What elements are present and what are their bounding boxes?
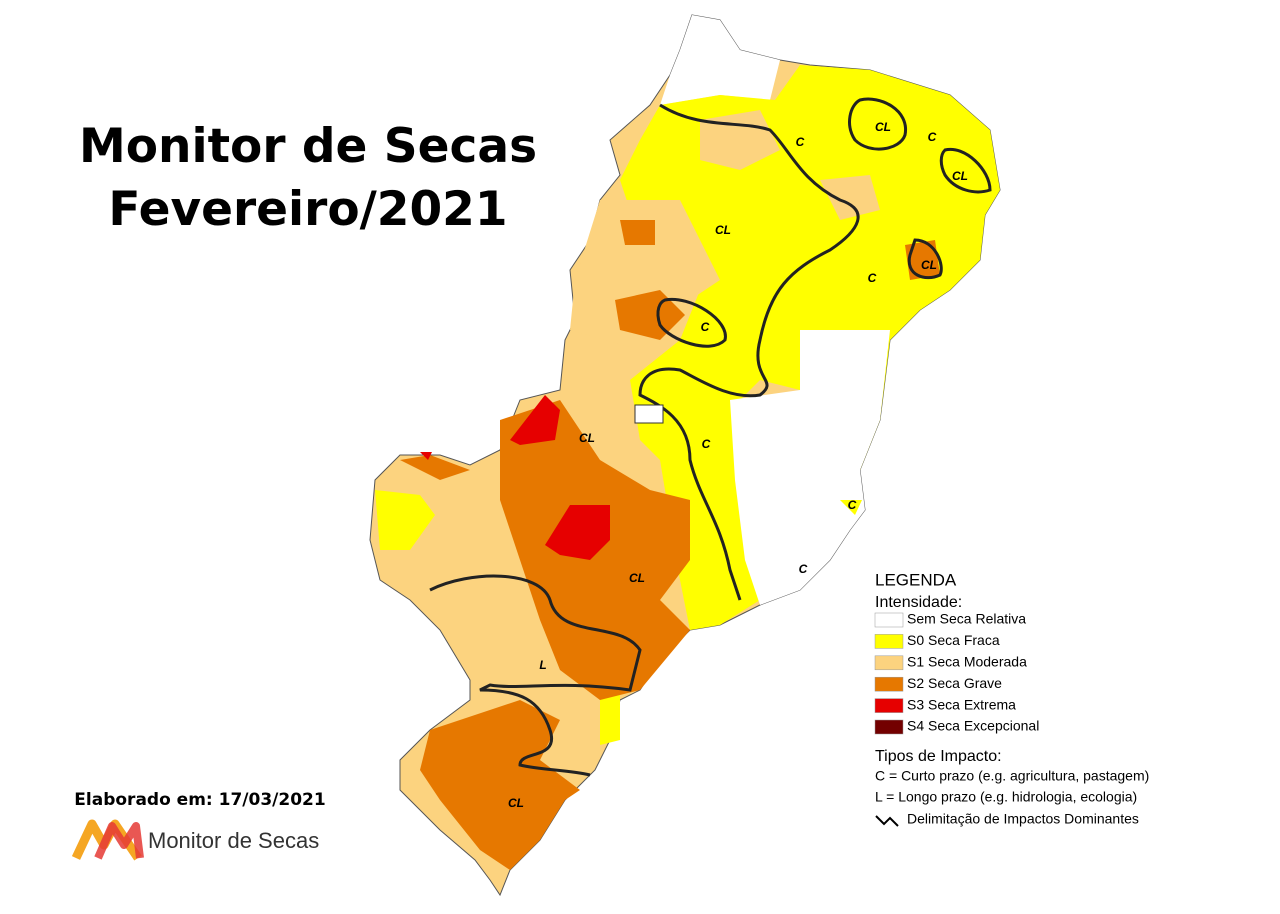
legend-label: S3 Seca Extrema — [907, 696, 1016, 712]
legend-label: S1 Seca Moderada — [907, 654, 1027, 670]
legend-swatch — [874, 655, 904, 671]
map-label: C — [702, 437, 711, 451]
area-s3 — [420, 395, 610, 560]
legend-swatch — [874, 634, 904, 649]
legend-title: LEGENDA — [875, 570, 957, 589]
legend-impact: C = Curto prazo (e.g. agricultura, pasta… — [875, 768, 1149, 784]
legend-label: Sem Seca Relativa — [907, 611, 1026, 627]
map-label: CL — [715, 223, 731, 237]
title: Fevereiro/2021 — [108, 182, 507, 237]
area-s0 — [375, 490, 862, 825]
map-label: CL — [952, 169, 968, 183]
area-s1 — [570, 110, 880, 350]
legend-label: S0 Seca Fraca — [907, 632, 1000, 648]
impact-boundaries — [429, 97, 992, 777]
map-label: C — [799, 562, 808, 576]
elaborated-date: Elaborado em: 17/03/2021 — [74, 790, 325, 810]
logo-text: Monitor de Secas — [148, 828, 319, 853]
legend-swatch — [874, 612, 904, 628]
legend-label: S2 Seca Grave — [907, 675, 1002, 691]
map-label: CL — [875, 120, 891, 134]
map-label: CL — [629, 571, 645, 585]
area-s2 — [400, 220, 940, 870]
map-label: C — [868, 271, 877, 285]
legend-heading: Intensidade: — [875, 594, 962, 611]
map-label: CL — [921, 258, 937, 272]
area-none — [634, 404, 664, 424]
map-label: C — [796, 135, 805, 149]
legend-swatch — [874, 719, 904, 735]
map-label: C — [928, 130, 937, 144]
title: Monitor de Secas — [79, 119, 537, 174]
logo-mark — [71, 819, 144, 861]
map-label: L — [539, 658, 546, 672]
map-label: C — [701, 320, 710, 334]
legend-label: S4 Seca Excepcional — [907, 718, 1039, 734]
legend-line-icon — [875, 815, 899, 827]
legend-swatch — [874, 676, 904, 692]
legend: LEGENDA Intensidade: Tipos de Impacto: C… — [874, 570, 1149, 827]
area-none — [660, 15, 780, 105]
legend-heading: Tipos de Impacto: — [875, 748, 1002, 765]
map-label: C — [848, 498, 857, 512]
area-none — [730, 330, 890, 605]
legend-line-label: Delimitação de Impactos Dominantes — [907, 811, 1139, 827]
legend-swatch — [874, 698, 904, 713]
legend-impact: L = Longo prazo (e.g. hidrologia, ecolog… — [875, 789, 1137, 805]
map-label: CL — [579, 431, 595, 445]
map-label: CL — [508, 796, 524, 810]
